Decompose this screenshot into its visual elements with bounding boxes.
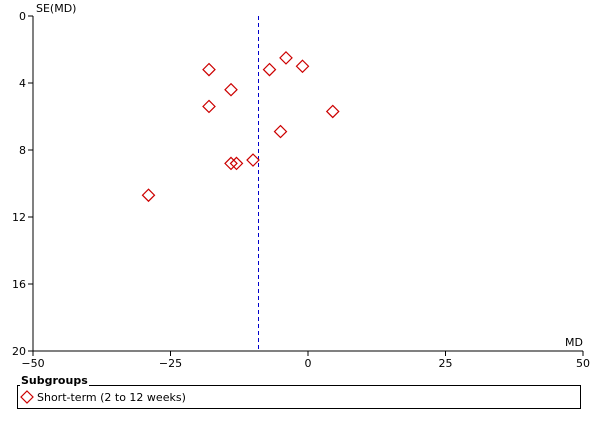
- legend-title: Subgroups: [20, 374, 89, 387]
- y-tick-label: 20: [12, 345, 26, 358]
- legend-entry-label: Short-term (2 to 12 weeks): [37, 390, 186, 404]
- x-tick-label: −50: [21, 357, 44, 370]
- x-tick-label: 25: [439, 357, 453, 370]
- y-tick-label: 4: [19, 77, 26, 90]
- axes: 0 4 8 12 16 20−50 −25 0 25 50: [12, 10, 590, 370]
- data-point-diamond: [141, 188, 156, 203]
- data-point-diamond: [295, 59, 310, 74]
- data-point-diamond: [273, 124, 288, 139]
- y-tick-label: 8: [19, 144, 26, 157]
- y-tick-label: 0: [19, 10, 26, 23]
- data-point-diamond: [279, 51, 293, 65]
- diamond-marker-icon: [20, 390, 34, 404]
- legend-entry: Short-term (2 to 12 weeks): [20, 390, 186, 404]
- x-tick-label: 0: [305, 357, 312, 370]
- x-tick-label: 50: [576, 357, 590, 370]
- data-point-diamond: [229, 156, 244, 171]
- x-tick-label: −25: [159, 357, 182, 370]
- legend-box: [17, 385, 581, 409]
- data-point-diamond: [202, 99, 216, 114]
- x-axis-title: MD: [565, 336, 583, 349]
- data-point-diamond: [262, 62, 277, 77]
- y-tick-label: 12: [12, 211, 26, 224]
- data-point-diamond: [246, 153, 260, 167]
- data-point-diamond: [325, 104, 340, 119]
- y-axis-title: SE(MD): [36, 2, 76, 15]
- data-point-diamond: [202, 62, 216, 77]
- data-point-diamond: [224, 156, 238, 171]
- y-tick-label: 16: [12, 278, 26, 291]
- data-point-diamond: [224, 82, 238, 97]
- data-points: [141, 51, 340, 203]
